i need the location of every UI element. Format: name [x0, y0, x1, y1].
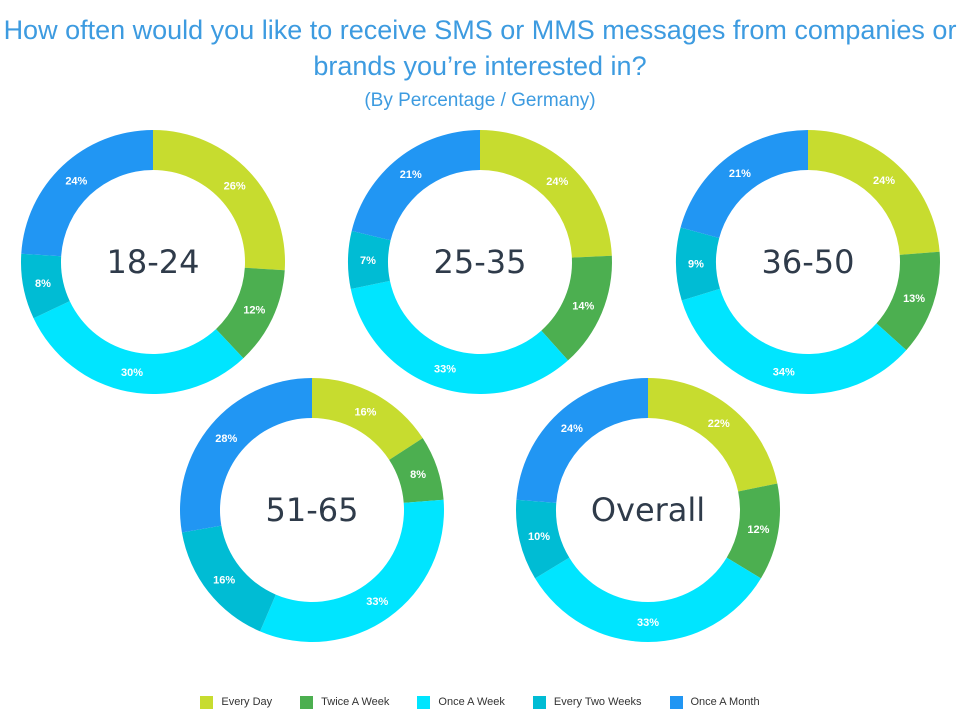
donut-36-50: 24% 13% 34% 9% 21% 36-50: [676, 130, 940, 395]
legend-swatch: [669, 695, 683, 709]
donut-overall: 22% 12% 33% 10% 24% Overall: [516, 378, 780, 642]
slice-value-label: 34%: [773, 366, 795, 378]
donut-slice: [535, 557, 761, 642]
slice-value-label: 9%: [688, 259, 704, 271]
chart-subtitle: (By Percentage / Germany): [364, 90, 596, 111]
donut-slice: [516, 378, 648, 503]
donut-slice: [480, 130, 612, 258]
legend-item: Every Two Weeks: [532, 695, 642, 709]
donut-slice: [153, 130, 285, 271]
donut-slice: [350, 280, 569, 394]
donut-slice: [351, 130, 480, 241]
donut-51-65: 16% 8% 33% 16% 28% 51-65: [180, 378, 444, 642]
donut-slice: [680, 130, 808, 238]
slice-value-label: 28%: [215, 433, 237, 445]
donut-slice: [676, 227, 720, 301]
legend: Every Day Twice A Week Once A Week Every…: [0, 692, 960, 712]
slice-value-label: 22%: [708, 418, 730, 430]
legend-label: Once A Week: [438, 696, 505, 708]
legend-label: Every Two Weeks: [553, 696, 642, 708]
legend-label: Twice A Week: [321, 696, 390, 708]
slice-value-label: 16%: [354, 407, 376, 419]
donut-slice: [181, 525, 276, 632]
donut-center-label: 51-65: [266, 491, 359, 529]
legend-item: Once A Week: [417, 695, 505, 709]
slice-value-label: 26%: [224, 180, 246, 192]
donut-slice: [312, 378, 423, 460]
slice-value-label: 7%: [360, 255, 376, 267]
donut-center-label: 18-24: [107, 243, 200, 281]
legend-swatch: [417, 695, 431, 709]
donut-slice: [681, 288, 907, 395]
donut-slice: [347, 230, 391, 290]
legend-item: Twice A Week: [300, 695, 390, 709]
slice-value-label: 33%: [434, 363, 456, 375]
slice-value-label: 21%: [729, 168, 751, 180]
slice-value-label: 12%: [747, 524, 769, 536]
donut-slice: [33, 301, 244, 394]
donut-slice: [180, 378, 312, 533]
slice-value-label: 8%: [35, 278, 51, 290]
slice-value-label: 21%: [400, 169, 422, 181]
legend-item: Every Day: [200, 695, 273, 709]
legend-label: Every Day: [221, 696, 273, 708]
donut-slice: [726, 483, 780, 579]
legend-swatch: [300, 695, 314, 709]
donut-center-label: 25-35: [434, 243, 527, 281]
legend-item: Once A Month: [669, 695, 760, 709]
slice-value-label: 30%: [121, 367, 143, 379]
slice-value-label: 33%: [637, 617, 659, 629]
donut-slice: [876, 251, 940, 351]
donut-18-24: 26% 12% 30% 8% 24% 18-24: [20, 130, 285, 394]
donut-center-label: Overall: [591, 491, 705, 529]
slice-value-label: 24%: [873, 175, 895, 187]
slice-value-label: 8%: [410, 469, 426, 481]
donut-slice: [215, 267, 285, 359]
slice-value-label: 12%: [243, 305, 265, 317]
donut-slice: [808, 130, 940, 255]
slice-value-label: 16%: [213, 574, 235, 586]
donut-slice: [541, 255, 612, 361]
legend-label: Once A Month: [690, 696, 760, 708]
slice-value-label: 14%: [572, 300, 594, 312]
donut-slice: [648, 378, 778, 492]
donut-slice: [260, 499, 444, 642]
donut-slice: [21, 130, 154, 257]
donut-slice: [516, 499, 570, 579]
slice-value-label: 24%: [65, 175, 87, 187]
slice-value-label: 33%: [366, 596, 388, 608]
slice-value-label: 24%: [561, 423, 583, 435]
slice-value-label: 24%: [546, 176, 568, 188]
slice-value-label: 10%: [528, 531, 550, 543]
donut-slice: [389, 438, 444, 503]
chart-title: How often would you like to receive SMS …: [3, 15, 957, 81]
legend-swatch: [532, 695, 546, 709]
slice-value-label: 13%: [903, 293, 925, 305]
donut-25-35: 24% 14% 33% 7% 21% 25-35: [347, 130, 612, 394]
donut-center-label: 36-50: [762, 243, 855, 281]
legend-swatch: [200, 695, 214, 709]
donut-slice: [20, 253, 70, 319]
